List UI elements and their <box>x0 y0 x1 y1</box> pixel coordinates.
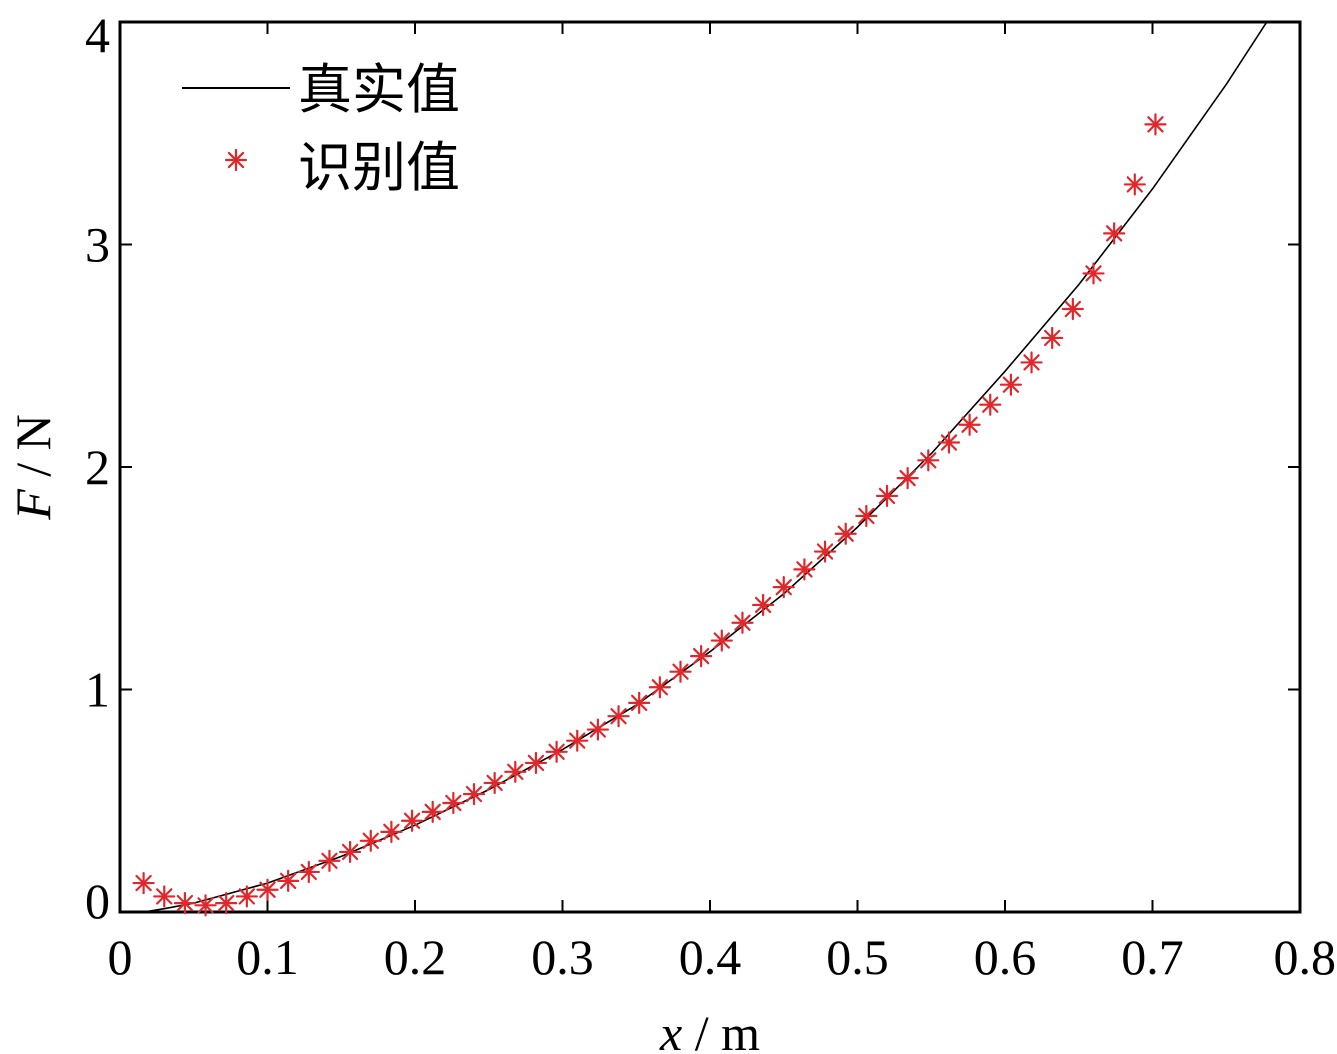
y-axis-ticks: 0 1 2 3 4 <box>85 7 1300 929</box>
identified-value-point <box>875 484 899 508</box>
identified-value-point <box>999 373 1023 396</box>
identified-value-point <box>483 771 506 795</box>
identified-value-point <box>153 885 176 908</box>
x-tick-label: 0.6 <box>974 929 1037 985</box>
identified-value-point <box>318 849 341 872</box>
identified-value-point <box>400 809 424 832</box>
x-tick-label: 0.3 <box>531 929 594 985</box>
identified-value-point <box>917 449 940 472</box>
identified-value-point <box>731 611 754 634</box>
x-axis-label: x / m <box>659 1005 760 1054</box>
identified-value-point <box>979 393 1002 416</box>
identified-value-point <box>710 629 733 652</box>
y-tick-label: 1 <box>85 662 110 718</box>
identified-value-point <box>751 593 775 617</box>
x-axis-unit: m <box>721 1005 760 1054</box>
identified-value-point <box>586 718 610 741</box>
identified-value-point <box>1061 297 1084 321</box>
identified-value-point <box>937 431 961 454</box>
identified-value-point <box>628 691 651 714</box>
identified-value-point <box>793 558 816 581</box>
identified-value-point <box>462 782 486 806</box>
identified-value-point <box>690 645 713 668</box>
identified-value-point <box>359 829 382 852</box>
identified-value-point <box>442 791 465 815</box>
y-tick-label: 2 <box>85 439 110 495</box>
legend-marker-swatch <box>224 148 248 172</box>
identified-value-point <box>1020 351 1043 374</box>
identified-value-point <box>834 522 857 545</box>
identified-value-point <box>1123 173 1146 196</box>
identified-value-point <box>607 705 630 728</box>
x-tick-label: 0.4 <box>679 929 742 985</box>
legend: 真实值 识别值 <box>182 58 460 199</box>
plot-frame <box>118 20 1302 914</box>
identified-value-point <box>1144 113 1167 136</box>
identified-value-point <box>256 878 279 901</box>
identified-value-point <box>215 891 238 915</box>
identified-value-point <box>504 760 527 783</box>
y-axis-label: F / N <box>5 414 61 521</box>
y-axis-unit: N <box>5 414 61 450</box>
y-axis-sep: / <box>5 450 61 489</box>
identified-value-point <box>855 504 878 528</box>
identified-value-point <box>277 869 300 892</box>
identified-value-point <box>1103 222 1126 245</box>
legend-label-true: 真实值 <box>298 58 460 121</box>
x-axis-var: x <box>659 1005 682 1054</box>
x-tick-label: 0.1 <box>236 929 299 985</box>
identified-value-point <box>524 751 548 775</box>
y-tick-label: 0 <box>85 873 110 929</box>
x-axis-sep: / <box>682 1005 721 1054</box>
y-axis-var: F <box>5 489 61 521</box>
identified-value-point <box>297 860 320 884</box>
identified-value-point <box>669 660 692 683</box>
y-tick-label: 4 <box>85 7 110 63</box>
legend-asterisk-marker <box>224 148 248 172</box>
identified-value-point <box>545 740 568 763</box>
y-tick-label: 3 <box>85 217 110 273</box>
identified-value-point <box>421 800 444 823</box>
identified-value-point <box>958 413 981 436</box>
identified-value-point <box>173 891 196 915</box>
x-tick-label: 0.8 <box>1274 929 1337 985</box>
identified-value-point <box>772 576 795 599</box>
x-axis-ticks: 0 0.1 0.2 0.3 0.4 0.5 0.6 0.7 0.8 <box>108 22 1337 985</box>
identified-value-point <box>813 540 837 563</box>
x-tick-label: 0.7 <box>1121 929 1184 985</box>
identified-value-point <box>235 885 258 908</box>
legend-label-identified: 识别值 <box>298 136 460 199</box>
identified-value-point <box>132 871 155 895</box>
x-tick-label: 0 <box>108 929 133 985</box>
identified-value-point <box>380 820 403 844</box>
identified-value-point <box>648 676 671 699</box>
x-tick-label: 0.5 <box>826 929 889 985</box>
identified-value-point <box>339 840 362 864</box>
identified-value-point <box>194 894 217 917</box>
identified-value-series <box>132 113 1167 917</box>
x-tick-label: 0.2 <box>384 929 447 985</box>
identified-value-point <box>1041 326 1064 350</box>
identified-value-point <box>566 729 589 752</box>
identified-value-point <box>1082 262 1105 285</box>
identified-value-point <box>896 467 919 490</box>
